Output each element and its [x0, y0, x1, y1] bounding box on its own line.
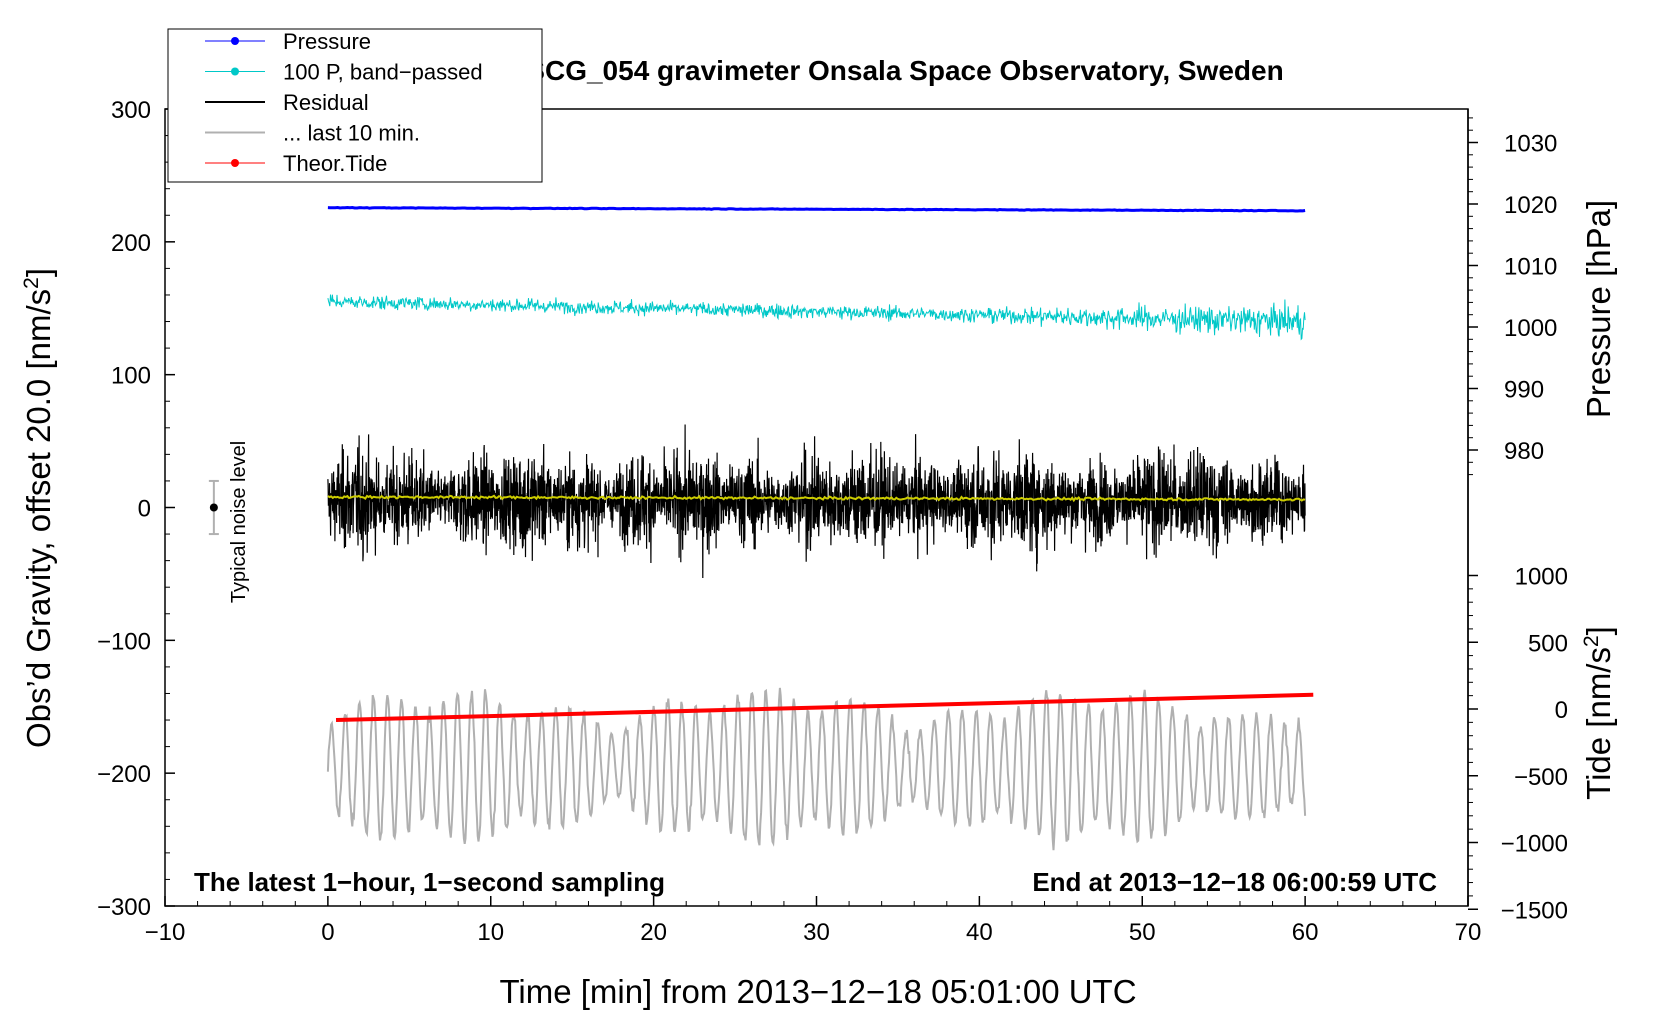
legend-marker: [231, 37, 239, 45]
legend-label: Theor.Tide: [283, 151, 387, 176]
annotation-sampling: The latest 1−hour, 1−second sampling: [194, 867, 665, 897]
y-tick-label: −100: [97, 628, 151, 655]
x-tick-label: 30: [803, 919, 830, 946]
tide-axis-title: Tide [nm/s2]: [1580, 626, 1617, 800]
noise-level-label: Typical noise level: [228, 441, 250, 603]
y-tick-label: −300: [97, 894, 151, 921]
x-tick-label: 10: [477, 919, 504, 946]
series-last-10-min: [326, 687, 1307, 851]
y-axis-title-main: Obs’d Gravity, offset 20.0 [nm/s: [20, 289, 57, 748]
y-axis-title-end: ]: [20, 268, 57, 277]
legend-label: 100 P, band−passed: [283, 60, 483, 85]
x-axis-ticks: −10 0 10 20 30 40 50 60 70: [145, 896, 1482, 946]
pressure-tick-label: 1000: [1504, 315, 1557, 342]
x-axis-title: Time [min] from 2013−12−18 05:01:00 UTC: [499, 973, 1136, 1010]
tide-axis-title-main: Tide [nm/s: [1580, 647, 1617, 800]
y-axis-title: Obs’d Gravity, offset 20.0 [nm/s2]: [20, 268, 57, 748]
x-tick-label: 60: [1292, 919, 1319, 946]
legend-label: Residual: [283, 90, 369, 115]
pressure-tick-label: 1020: [1504, 192, 1557, 219]
pressure-tick-label: 990: [1504, 377, 1544, 404]
y-axis-title-sup: 2: [20, 277, 43, 289]
series-theoretical-tide: [335, 692, 1314, 723]
x-tick-label: −10: [145, 919, 186, 946]
noise-level-indicator: [208, 479, 219, 536]
legend-box: [167, 28, 543, 183]
x-tick-label: 50: [1129, 919, 1156, 946]
series-layer: [326, 205, 1314, 851]
pressure-axis-ticks: 1030 1020 1010 1000 990 980: [1468, 117, 1557, 476]
x-tick-label: 40: [966, 919, 993, 946]
series-pressure-bandpassed: [327, 294, 1306, 341]
y-axis-ticks: 300 200 100 0 −100 −200 −300: [97, 97, 175, 921]
y-tick-label: −200: [97, 761, 151, 788]
legend-marker: [231, 67, 239, 76]
tide-tick-label: −1000: [1501, 831, 1568, 858]
series-pressure: [327, 205, 1306, 213]
tide-tick-label: 1000: [1515, 564, 1568, 591]
legend-marker: [231, 159, 239, 167]
pressure-tick-label: 1030: [1504, 131, 1557, 158]
series-residual-smoothed: [327, 494, 1306, 503]
x-tick-label: 20: [640, 919, 667, 946]
legend-label: Pressure: [283, 29, 371, 54]
tide-axis-title-sup: 2: [1580, 635, 1603, 647]
tide-tick-label: −500: [1514, 764, 1568, 791]
tide-tick-label: 0: [1555, 697, 1568, 724]
pressure-tick-label: 980: [1504, 438, 1544, 465]
noise-center-dot: [209, 503, 218, 512]
x-tick-label: 70: [1455, 919, 1482, 946]
chart-title: SCG_054 gravimeter Onsala Space Observat…: [526, 55, 1283, 86]
tide-axis-ticks: 1000 500 0 −500 −1000 −1500: [1468, 564, 1568, 924]
legend-label: ... last 10 min.: [283, 121, 420, 146]
series-residual: [327, 424, 1306, 579]
x-tick-label: 0: [321, 919, 334, 946]
annotation-end-time: End at 2013−12−18 06:00:59 UTC: [1032, 867, 1437, 897]
y-tick-label: 200: [111, 230, 151, 257]
pressure-tick-label: 1010: [1504, 254, 1557, 281]
tide-axis-title-end: ]: [1580, 626, 1617, 635]
pressure-axis-title: Pressure [hPa]: [1580, 200, 1617, 418]
tide-tick-label: 500: [1528, 630, 1568, 657]
legend: Pressure 100 P, band−passed Residual ... la…: [167, 28, 543, 183]
y-tick-label: 100: [111, 363, 151, 390]
tide-tick-label: −1500: [1501, 897, 1568, 924]
y-tick-label: 0: [138, 496, 151, 523]
y-tick-label: 300: [111, 97, 151, 124]
